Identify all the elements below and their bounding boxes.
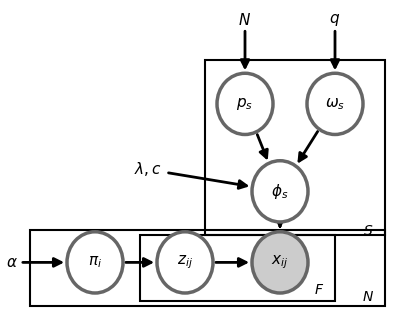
Text: $\omega_s$: $\omega_s$ xyxy=(325,96,345,112)
Circle shape xyxy=(157,232,213,293)
Circle shape xyxy=(252,232,308,293)
Bar xyxy=(205,60,385,235)
Circle shape xyxy=(67,232,123,293)
Text: $z_{ij}$: $z_{ij}$ xyxy=(177,254,193,271)
Circle shape xyxy=(252,161,308,222)
Bar xyxy=(30,230,385,306)
Bar xyxy=(140,235,335,301)
Text: N: N xyxy=(362,290,373,304)
Text: F: F xyxy=(315,283,323,297)
Text: $q$: $q$ xyxy=(329,12,340,28)
Text: $x_{ij}$: $x_{ij}$ xyxy=(271,254,289,271)
Text: $N$: $N$ xyxy=(238,12,251,28)
Text: $\pi_i$: $\pi_i$ xyxy=(88,255,102,270)
Circle shape xyxy=(217,73,273,134)
Text: $\phi_s$: $\phi_s$ xyxy=(271,182,289,201)
Text: $p_s$: $p_s$ xyxy=(236,96,253,112)
Text: $\alpha$: $\alpha$ xyxy=(6,255,18,270)
Circle shape xyxy=(307,73,363,134)
Text: $\lambda, c$: $\lambda, c$ xyxy=(134,160,162,178)
Text: S: S xyxy=(364,224,373,238)
